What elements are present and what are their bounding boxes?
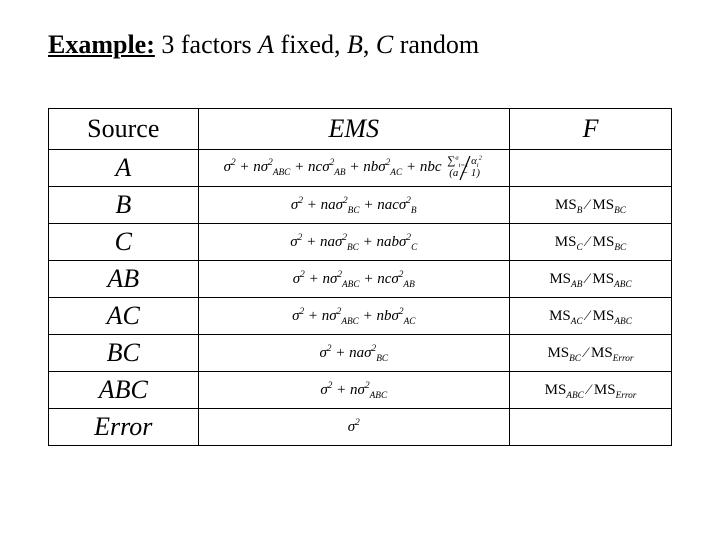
f-cell: MSAC ⁄ MSABC — [510, 298, 672, 335]
header-ems: EMS — [198, 109, 510, 150]
ems-cell: σ2 + naσ2BC + nabσ2C — [198, 224, 510, 261]
f-cell: MSC ⁄ MSBC — [510, 224, 672, 261]
f-cell — [510, 150, 672, 187]
title-text-4: random — [393, 30, 479, 59]
source-cell: Error — [49, 409, 199, 446]
page-title: Example: 3 factors A fixed, B, C random — [48, 30, 672, 60]
title-factor-b: B — [347, 30, 363, 59]
title-factor-c: C — [376, 30, 393, 59]
table-row: AC σ2 + nσ2ABC + nbσ2AC MSAC ⁄ MSABC — [49, 298, 672, 335]
ems-cell: σ2 + naσ2BC — [198, 335, 510, 372]
table-row: AB σ2 + nσ2ABC + ncσ2AB MSAB ⁄ MSABC — [49, 261, 672, 298]
ems-cell: σ2 + nσ2ABC + ncσ2AB — [198, 261, 510, 298]
table-row: C σ2 + naσ2BC + nabσ2C MSC ⁄ MSBC — [49, 224, 672, 261]
ems-cell: σ2 + nσ2ABC + ncσ2AB + nbσ2AC + nbc ∑ai=… — [198, 150, 510, 187]
source-cell: B — [49, 187, 199, 224]
f-cell: MSAB ⁄ MSABC — [510, 261, 672, 298]
source-cell: BC — [49, 335, 199, 372]
f-cell: MSBC ⁄ MSError — [510, 335, 672, 372]
f-cell: MSABC ⁄ MSError — [510, 372, 672, 409]
ems-cell: σ2 + nσ2ABC + nbσ2AC — [198, 298, 510, 335]
header-f: F — [510, 109, 672, 150]
source-cell: ABC — [49, 372, 199, 409]
fraction: ∑ai=1 αi2 (a − 1) — [445, 156, 484, 179]
table-row: B σ2 + naσ2BC + nacσ2B MSB ⁄ MSBC — [49, 187, 672, 224]
table-row: A σ2 + nσ2ABC + ncσ2AB + nbσ2AC + nbc ∑a… — [49, 150, 672, 187]
table-row: BC σ2 + naσ2BC MSBC ⁄ MSError — [49, 335, 672, 372]
table-row: Error σ2 — [49, 409, 672, 446]
table-header-row: Source EMS F — [49, 109, 672, 150]
ems-table: Source EMS F A σ2 + nσ2ABC + ncσ2AB + nb… — [48, 108, 672, 446]
source-cell: AC — [49, 298, 199, 335]
f-cell: MSB ⁄ MSBC — [510, 187, 672, 224]
source-cell: A — [49, 150, 199, 187]
source-cell: C — [49, 224, 199, 261]
title-text-1: 3 factors — [155, 30, 258, 59]
f-cell — [510, 409, 672, 446]
title-example: Example: — [48, 30, 155, 59]
title-text-3: , — [363, 30, 376, 59]
title-text-2: fixed, — [274, 30, 347, 59]
ems-cell: σ2 + nσ2ABC — [198, 372, 510, 409]
table-row: ABC σ2 + nσ2ABC MSABC ⁄ MSError — [49, 372, 672, 409]
ems-cell: σ2 + naσ2BC + nacσ2B — [198, 187, 510, 224]
ems-cell: σ2 — [198, 409, 510, 446]
title-factor-a: A — [258, 30, 274, 59]
header-source: Source — [49, 109, 199, 150]
source-cell: AB — [49, 261, 199, 298]
